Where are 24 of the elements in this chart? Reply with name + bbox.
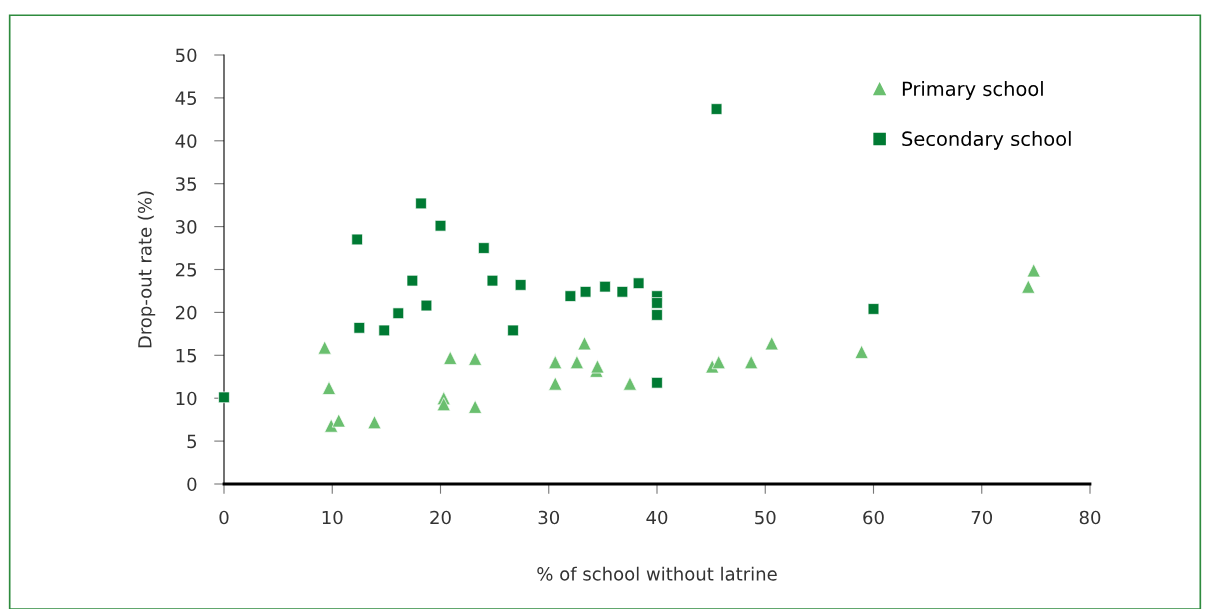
y-tick-label: 30 bbox=[176, 220, 197, 234]
y-tick-label: 5 bbox=[187, 434, 197, 449]
x-tick-label: 70 bbox=[971, 510, 993, 525]
x-tick-label: 20 bbox=[430, 510, 451, 525]
legend-label: Primary school bbox=[902, 81, 1043, 100]
x-tick-label: 30 bbox=[538, 510, 560, 525]
legend-label: Secondary school bbox=[902, 131, 1071, 150]
x-tick-label: 50 bbox=[755, 510, 776, 525]
y-tick-label: 35 bbox=[176, 177, 197, 191]
y-tick-label: 45 bbox=[175, 91, 197, 106]
y-tick-label: 0 bbox=[187, 477, 197, 492]
y-axis-title: Drop-out rate (%) bbox=[137, 191, 156, 348]
x-tick-label: 0 bbox=[219, 510, 229, 525]
y-tick-label: 10 bbox=[176, 391, 197, 406]
x-axis-title: % of school without latrine bbox=[537, 566, 777, 581]
x-tick-label: 10 bbox=[322, 510, 343, 525]
y-tick-label: 20 bbox=[175, 305, 197, 320]
y-tick-label: 15 bbox=[176, 349, 197, 363]
y-tick-label: 50 bbox=[176, 48, 197, 63]
x-tick-label: 80 bbox=[1079, 510, 1101, 525]
y-tick-label: 40 bbox=[175, 134, 197, 148]
x-tick-label: 40 bbox=[646, 510, 668, 525]
y-tick-label: 25 bbox=[175, 262, 197, 277]
x-tick-label: 60 bbox=[863, 510, 884, 525]
